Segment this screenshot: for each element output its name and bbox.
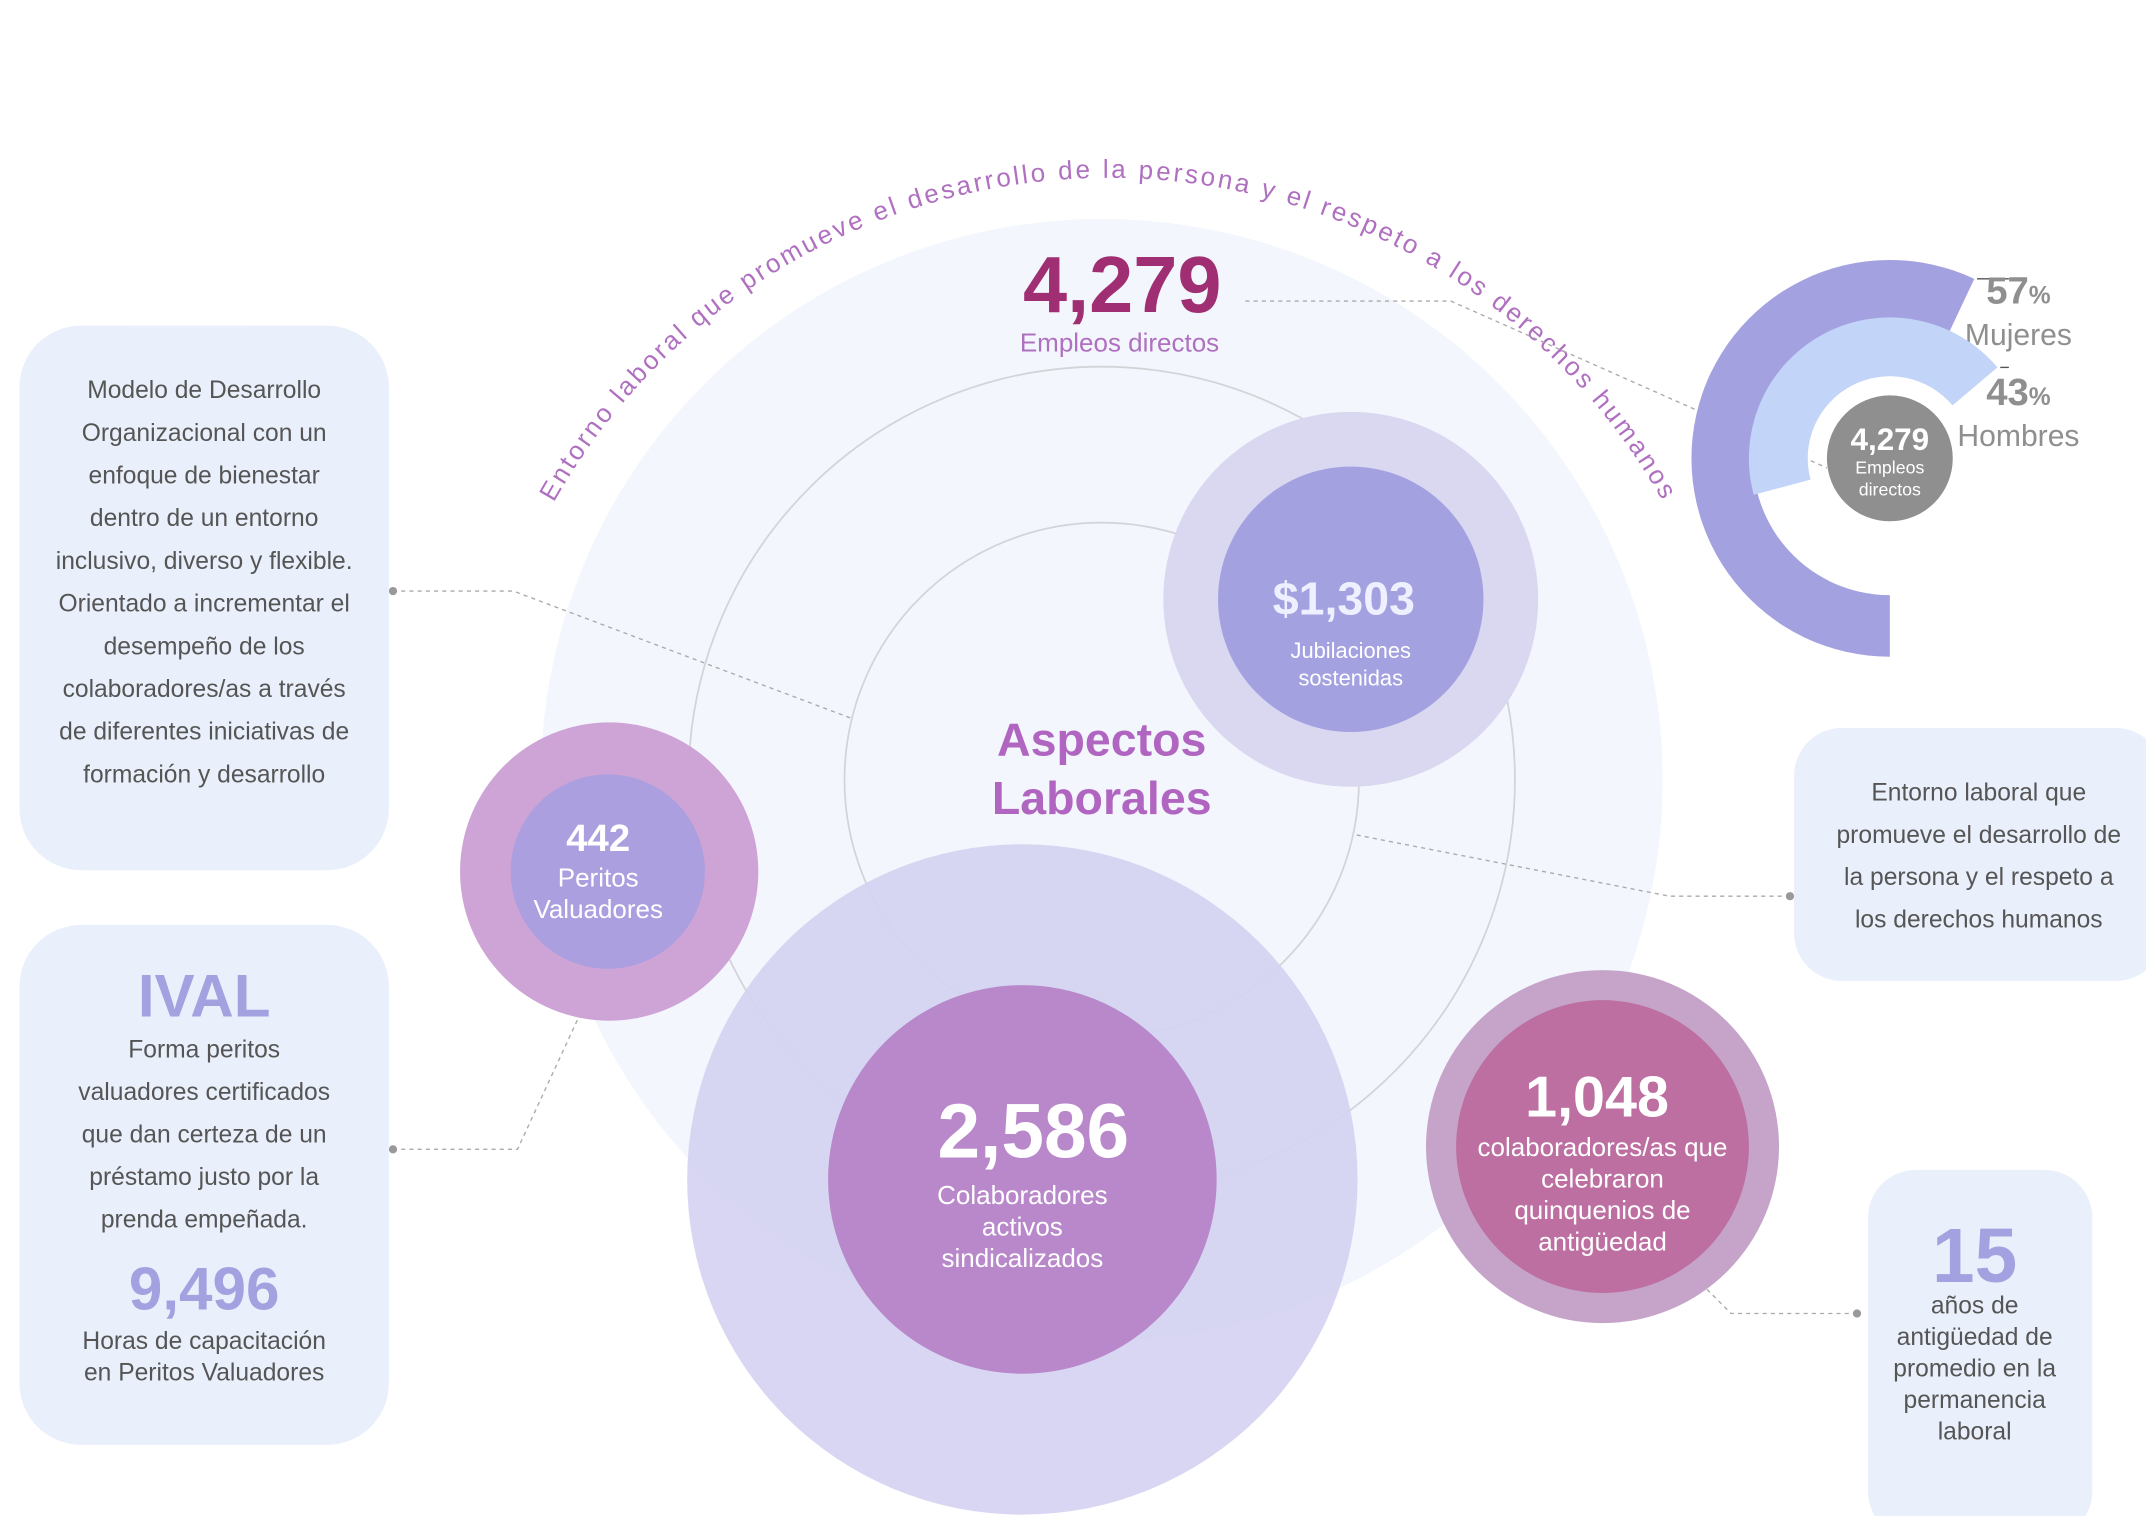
box-text: promueve el desarrollo de (1836, 822, 2121, 849)
box-text: de diferentes iniciativas de (59, 719, 349, 746)
donut: 57% Mujeres 43% Hombres (1691, 259, 2079, 657)
text-box (19, 325, 389, 871)
bubble-value: 442 (566, 817, 630, 860)
donut-segment (1691, 259, 1975, 657)
box-text: valuadores certificados (78, 1079, 330, 1106)
bubble-value: 1,048 (1525, 1065, 1669, 1129)
connector-dots (388, 586, 1862, 1318)
bubble-label: activos (982, 1212, 1063, 1242)
box-text: prenda empeñada. (101, 1206, 308, 1233)
bubble-label: Peritos (558, 863, 639, 893)
bubble-label: Jubilaciones (1291, 638, 1411, 663)
box-text: desempeño de los (104, 633, 305, 660)
text-box (19, 924, 389, 1445)
donut-center (1826, 395, 1953, 522)
bubble-label: sindicalizados (941, 1243, 1103, 1273)
bubble-inner (1456, 1000, 1749, 1293)
box-title: IVAL (138, 963, 271, 1030)
headline-value: 4,279 (1023, 240, 1222, 329)
center-title: Aspectos (997, 713, 1206, 765)
donut-value-unit: % (2029, 384, 2051, 411)
box-text: la persona y el respeto a (1844, 864, 2114, 891)
donut-label: Hombres (1957, 420, 2079, 453)
donut-value-number: 57 (1986, 270, 2029, 313)
box-text: Horas de capacitación (82, 1328, 326, 1355)
box-text: que dan certeza de un (82, 1121, 327, 1148)
box-value: 15 (1932, 1214, 2017, 1299)
box-text: Forma peritos (128, 1037, 280, 1064)
bubble-inner (1218, 466, 1484, 733)
donut-value: 57% (1986, 270, 2051, 313)
box-text: años de (1931, 1293, 2019, 1320)
donut-center-label: directos (1859, 479, 1921, 499)
box-value: 9,496 (129, 1255, 280, 1322)
box-text: los derechos humanos (1855, 907, 2103, 934)
donut-value-unit: % (2029, 283, 2051, 310)
box-text: Orientado a incrementar el (58, 591, 349, 618)
bubble-label: celebraron (1541, 1164, 1664, 1194)
box-text: promedio en la (1893, 1355, 2056, 1382)
bubble-value: 2,586 (937, 1090, 1129, 1175)
donut-segment (1748, 317, 1998, 495)
center-title: Laborales (992, 772, 1212, 824)
headline-label: Empleos directos (1020, 328, 1219, 358)
box-text: enfoque de bienestar (89, 463, 320, 490)
text-box (1794, 727, 2146, 982)
donut-center-value: 4,279 (1850, 422, 1929, 457)
bubble-label: colaboradores/as que (1478, 1132, 1728, 1162)
box-text: formación y desarrollo (83, 761, 325, 788)
box-text: Entorno laboral que (1871, 779, 2086, 806)
box-text: Organizacional con un (82, 420, 327, 447)
bubble-label: quinquenios de (1514, 1195, 1690, 1225)
bubble-label: antigüedad (1538, 1227, 1667, 1257)
box-text: antigüedad de (1897, 1324, 2053, 1351)
bubble-inner (510, 774, 705, 969)
donut-value-number: 43 (1986, 371, 2029, 414)
connector (392, 1019, 579, 1150)
bubble-label: Colaboradores (937, 1180, 1107, 1210)
bubble-inner (828, 985, 1217, 1374)
donut-value: 43% (1986, 371, 2051, 414)
box-text: inclusivo, diverso y flexible. (56, 548, 353, 575)
bubble-value: $1,303 (1273, 572, 1415, 624)
box-text: préstamo justo por la (89, 1164, 319, 1191)
donut-label: Mujeres (1965, 319, 2072, 352)
box-text: permanencia (1904, 1387, 2047, 1414)
box-text: dentro de un entorno (90, 505, 319, 532)
bubble-label: sostenidas (1298, 665, 1403, 690)
box-text: laboral (1938, 1418, 2012, 1445)
box-text: colaboradores/as a través (63, 676, 346, 703)
text-box (1867, 1169, 2093, 1516)
box-text: en Peritos Valuadores (84, 1360, 324, 1387)
bubble-label: Valuadores (533, 894, 663, 924)
box-text: Modelo de Desarrollo (87, 377, 321, 404)
donut-center-label: Empleos (1855, 457, 1924, 477)
